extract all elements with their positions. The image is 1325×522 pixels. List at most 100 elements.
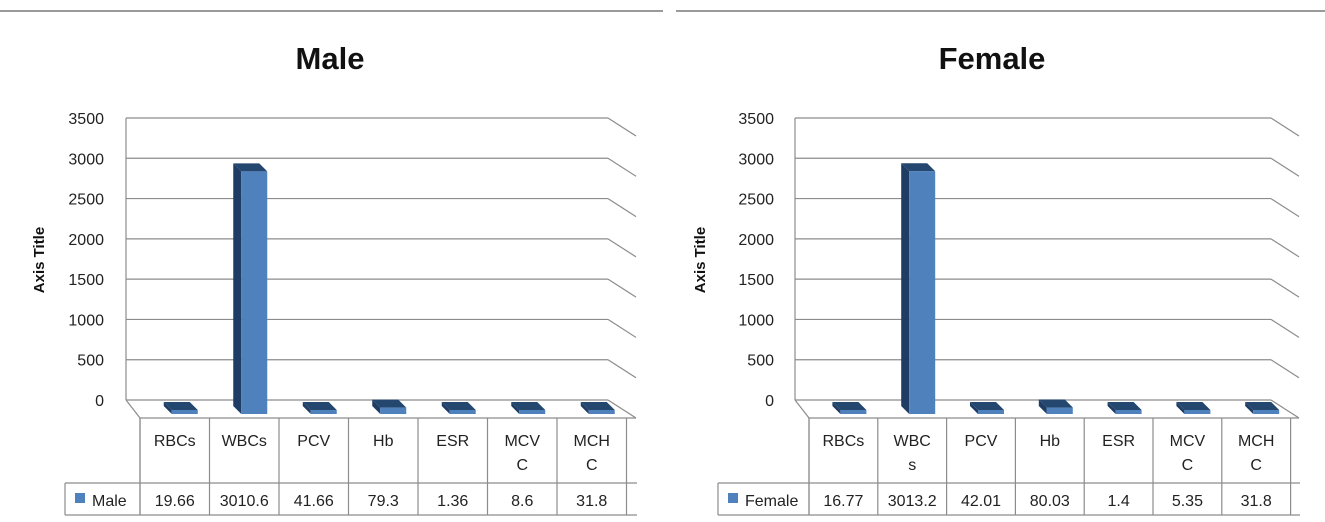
bar-female (1038, 399, 1073, 414)
data-value-label: 3010.6 (220, 493, 269, 510)
data-value-label: 8.6 (511, 493, 533, 510)
chart-female: Female Axis Title 0 500 1000 1500 2000 2500 3000… (676, 10, 1325, 516)
bar-top-face (1107, 402, 1142, 410)
bar-female (1245, 402, 1280, 414)
bar-top-face (970, 402, 1004, 410)
bar-side-face (1107, 402, 1116, 414)
y-tick-label: 0 (95, 393, 104, 410)
gridline-side (607, 238, 637, 258)
gridline-side (1270, 359, 1300, 379)
bar-front-face (171, 410, 198, 414)
data-value-label: 79.3 (368, 493, 399, 510)
data-value-label: 31.8 (1241, 493, 1272, 510)
bar-side-face (1038, 399, 1047, 414)
gridline-side (607, 157, 637, 177)
x-tick-label: Hb (373, 433, 394, 450)
bar-side-face (1176, 402, 1185, 414)
y-tick-label: 2500 (68, 192, 104, 209)
x-tick-label: C (516, 457, 528, 474)
y-tick-label: 1500 (68, 272, 104, 289)
legend-label: Female (745, 493, 798, 510)
bar-side-face (441, 402, 450, 414)
x-tick-label: C (1250, 457, 1262, 474)
gridline-side (607, 278, 637, 298)
x-tick-label: C (586, 457, 598, 474)
bar-top-face (901, 163, 936, 172)
bar-top-face (832, 402, 867, 410)
y-tick-label: 0 (765, 393, 774, 410)
bar-male (163, 402, 198, 414)
data-value-label: 41.66 (294, 493, 334, 510)
bar-front-face (840, 410, 867, 414)
y-axis-title: Axis Title (31, 227, 48, 293)
bar-female (901, 163, 936, 414)
y-tick-label: 3000 (68, 151, 104, 168)
gridline-side (607, 198, 637, 218)
data-value-label: 80.03 (1030, 493, 1070, 510)
bar-side-face (1245, 402, 1254, 414)
y-tick-label: 3500 (68, 111, 104, 128)
x-tick-label: RBCs (154, 433, 196, 450)
y-axis-title: Axis Title (692, 227, 709, 293)
bar-front-face (1115, 410, 1142, 414)
chart-male: Male Axis Title 0 500 1000 1500 2000 2500 3000 35… (0, 10, 663, 516)
bar-top-face (302, 402, 337, 410)
x-tick-label: C (1182, 457, 1194, 474)
data-value-label: 19.66 (155, 493, 195, 510)
bar-front-face (241, 171, 268, 414)
chart-title: Male (296, 41, 365, 76)
bar-side-face (302, 402, 311, 414)
gridline-side (1270, 278, 1300, 298)
x-tick-label: MCH (574, 433, 610, 450)
x-tick-label: MCV (1170, 433, 1206, 450)
bar-top-face (580, 402, 615, 410)
y-tick-label: 500 (747, 353, 774, 370)
bar-front-face (588, 410, 615, 414)
x-tick-label: PCV (297, 433, 330, 450)
bar-side-face (372, 399, 381, 414)
gridline-side (607, 117, 637, 137)
data-value-label: 1.36 (437, 493, 468, 510)
x-tick-label: ESR (436, 433, 469, 450)
x-tick-label: MCV (504, 433, 540, 450)
bar-side-face (580, 402, 589, 414)
bar-top-face (511, 402, 546, 410)
floor-left-edge (125, 399, 141, 419)
bar-top-face (372, 399, 407, 408)
x-tick-label: Hb (1040, 433, 1061, 450)
gridline-side (607, 399, 637, 419)
gridline-side (1270, 117, 1300, 137)
gridline-side (607, 318, 637, 338)
bar-top-face (1245, 402, 1280, 410)
bar-side-face (832, 402, 841, 414)
bar-male (302, 402, 337, 414)
data-value-label: 42.01 (961, 493, 1001, 510)
bar-top-face (163, 402, 198, 410)
bar-side-face (901, 163, 910, 414)
y-tick-label: 3000 (738, 151, 774, 168)
floor-left-edge (794, 399, 810, 419)
bar-male (233, 163, 268, 414)
bar-front-face (1253, 410, 1280, 414)
data-value-label: 3013.2 (888, 493, 937, 510)
chart-title: Female (939, 41, 1046, 76)
y-tick-label: 2000 (738, 232, 774, 249)
gridline-side (1270, 157, 1300, 177)
bar-male (441, 402, 476, 414)
y-tick-label: 2500 (738, 192, 774, 209)
bar-male (511, 402, 546, 414)
data-value-label: 16.77 (823, 493, 863, 510)
bar-front-face (380, 407, 407, 414)
gridline-side (1270, 318, 1300, 338)
data-value-label: 1.4 (1107, 493, 1129, 510)
bar-male (372, 399, 407, 414)
bar-side-face (163, 402, 172, 414)
x-tick-label: WBCs (222, 433, 267, 450)
bar-front-face (1184, 410, 1211, 414)
x-tick-label: MCH (1238, 433, 1274, 450)
data-value-label: 5.35 (1172, 493, 1203, 510)
gridline-side (1270, 198, 1300, 218)
y-tick-label: 1000 (68, 312, 104, 329)
bar-front-face (519, 410, 546, 414)
gridline-side (1270, 399, 1300, 419)
